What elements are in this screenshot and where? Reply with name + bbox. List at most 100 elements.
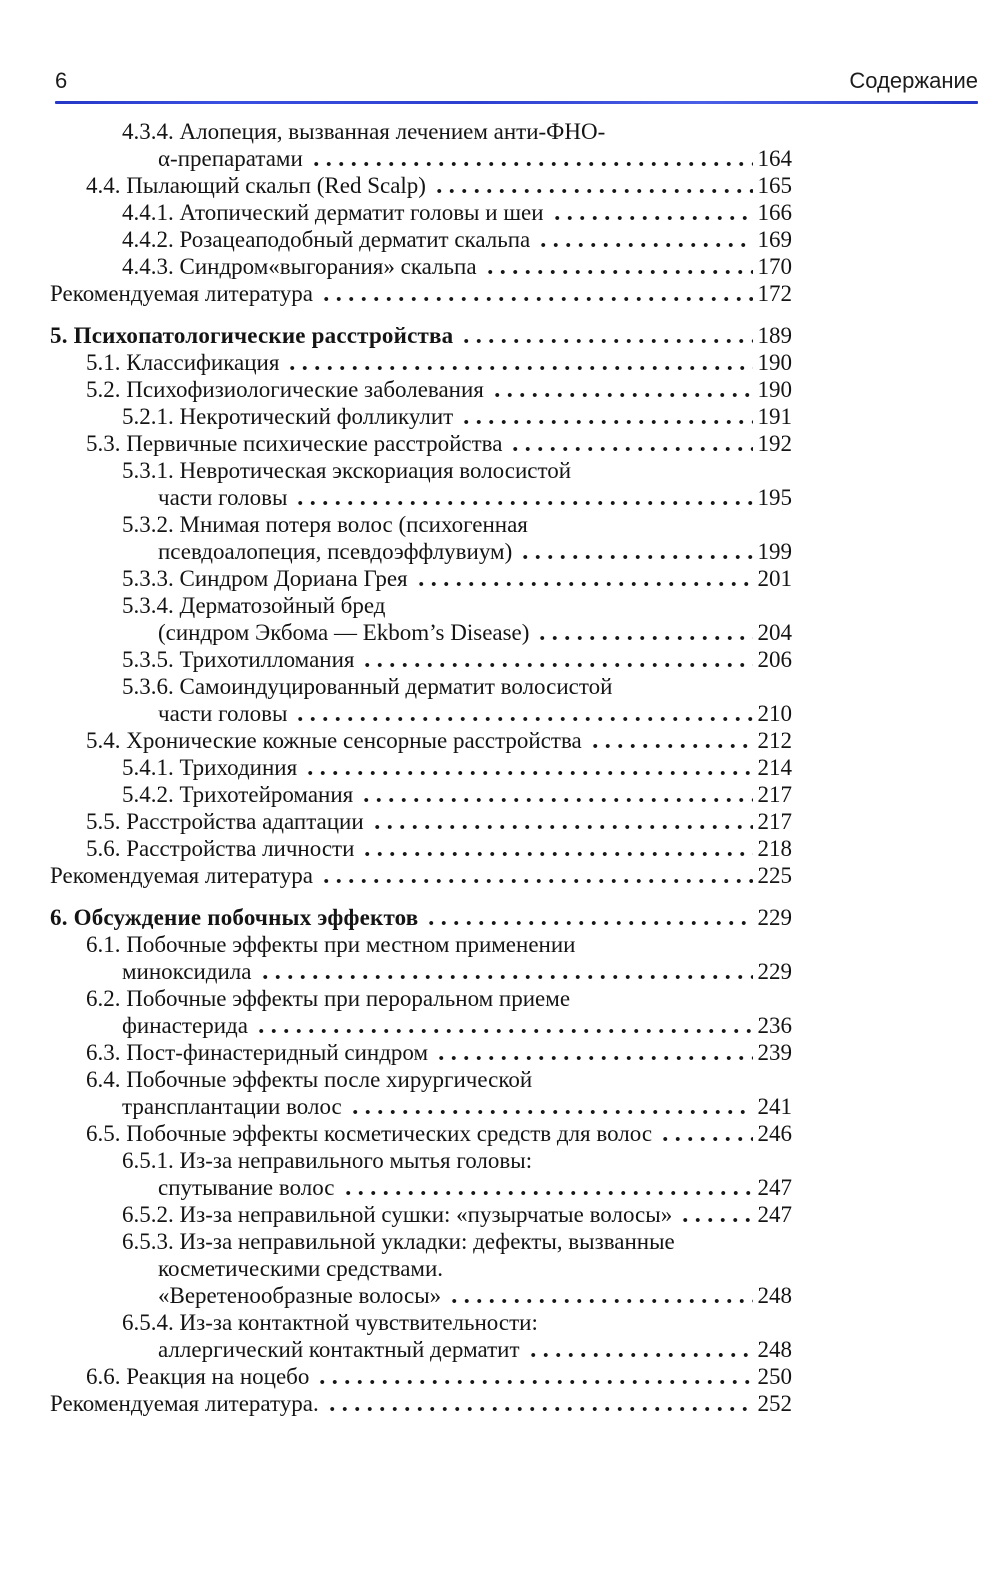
toc-entry-page: 248 [757, 1337, 793, 1362]
toc-entry-label: трансплантации волос [122, 1094, 342, 1119]
toc-entry-label: 5.4. Хронические кожные сенсорные расстр… [86, 728, 582, 753]
toc-entry: финастерида 236 [50, 1012, 792, 1039]
toc-entry-page: 192 [757, 431, 793, 456]
toc-entry-label: спутывание волос [158, 1175, 335, 1200]
toc-entry-label: 5.2. Психофизиологические заболевания [86, 377, 484, 402]
toc-entry: 6.1. Побочные эффекты при местном примен… [50, 931, 792, 958]
dot-leader [509, 447, 753, 451]
toc-entry-label: 5.3.1. Невротическая экскориация волосис… [122, 458, 572, 483]
toc-entry-page: 212 [757, 728, 793, 753]
toc-entry-label: 4.4.3. Синдром«выгорания» скальпа [122, 254, 477, 279]
dot-leader [460, 339, 753, 343]
toc-entry: 6.5.1. Из-за неправильного мытья головы: [50, 1147, 792, 1174]
toc-entry: 5.3.1. Невротическая экскориация волосис… [50, 457, 792, 484]
toc-entry-page: 247 [757, 1175, 793, 1200]
toc-entry-label: 5.5. Расстройства адаптации [86, 809, 364, 834]
toc-entry: 5.1. Классификация 190 [50, 349, 792, 376]
toc-entry-page: 252 [757, 1391, 793, 1416]
toc-entry-label: 5.4.1. Триходиния [122, 755, 298, 780]
toc-entry-label: «Веретенообразные волосы» [158, 1283, 442, 1308]
dot-leader [435, 1056, 753, 1060]
toc-entry: 5.4. Хронические кожные сенсорные расстр… [50, 727, 792, 754]
toc-entry-label: 5.1. Классификация [86, 350, 280, 375]
dot-leader [254, 1029, 753, 1033]
toc-entry-page: 225 [757, 863, 793, 888]
toc-entry-label: Рекомендуемая литература [50, 863, 313, 888]
toc-entry-page: 214 [757, 755, 793, 780]
toc-entry-page: 250 [757, 1364, 793, 1389]
toc-entry-label: 6.6. Реакция на ноцебо [86, 1364, 310, 1389]
toc-entry-label: 6.5.4. Из-за контактной чувствительности… [122, 1310, 538, 1335]
toc-entry-label: 6.5.1. Из-за неправильного мытья головы: [122, 1148, 533, 1173]
toc-entry: Рекомендуемая литература 172 [50, 280, 792, 307]
toc-entry: аллергический контактный дерматит 248 [50, 1336, 792, 1363]
toc-entry: «Веретенообразные волосы» 248 [50, 1282, 792, 1309]
toc-entry: (синдром Экбома — Ekbom’s Disease) 204 [50, 619, 792, 646]
toc-entry: 4.4. Пылающий скальп (Red Scalp) 165 [50, 172, 792, 199]
dot-leader [348, 1110, 753, 1114]
toc-entry: косметическими средствами. [50, 1255, 792, 1282]
dot-leader [304, 771, 753, 775]
toc-entry: Рекомендуемая литература 225 [50, 862, 792, 889]
toc-entry-page: 217 [757, 782, 793, 807]
toc-entry-label: 5.3.4. Дерматозойный бред [122, 593, 386, 618]
toc-entry-label: α-препаратами [158, 146, 303, 171]
toc-entry-label: части головы [158, 485, 288, 510]
toc-entry: спутывание волос 247 [50, 1174, 792, 1201]
dot-leader [361, 663, 753, 667]
toc-entry-label: 5.3.2. Мнимая потеря волос (психогенная [122, 512, 528, 537]
toc-entry-label: 5.3.3. Синдром Дориана Грея [122, 566, 408, 591]
toc-entry-label: 4.4.2. Розацеаподобный дерматит скальпа [122, 227, 531, 252]
toc-entry-page: 166 [757, 200, 793, 225]
toc-entry-page: 210 [757, 701, 793, 726]
toc-entry-label: (синдром Экбома — Ekbom’s Disease) [158, 620, 530, 645]
toc-entry-label: 6. Обсуждение побочных эффектов [50, 905, 419, 930]
toc-entry-page: 218 [757, 836, 793, 861]
toc-entry: 6.4. Побочные эффекты после хирургическо… [50, 1066, 792, 1093]
toc-entry-label: 5.3.5. Трихотилломания [122, 647, 355, 672]
dot-leader [425, 921, 753, 925]
toc-entry-page: 241 [757, 1094, 793, 1119]
toc-entry-page: 201 [757, 566, 793, 591]
toc-entry: 5.4.1. Триходиния 214 [50, 754, 792, 781]
toc-entry-label: 5.6. Расстройства личности [86, 836, 355, 861]
dot-leader [414, 582, 753, 586]
toc-entry: 6.2. Побочные эффекты при пероральном пр… [50, 985, 792, 1012]
toc-entry: части головы 195 [50, 484, 792, 511]
toc-entry: 5.5. Расстройства адаптации 217 [50, 808, 792, 835]
toc-entry-label: финастерида [122, 1013, 248, 1038]
toc-entry-label: 5.2.1. Некротический фолликулит [122, 404, 454, 429]
dot-leader [448, 1299, 753, 1303]
header-title: Содержание [849, 68, 978, 93]
toc-entry: 5.3.2. Мнимая потеря волос (психогенная [50, 511, 792, 538]
toc-entry: 5.3.6. Самоиндуцированный дерматит волос… [50, 673, 792, 700]
toc-entry-page: 248 [757, 1283, 793, 1308]
toc-entry-label: 5.4.2. Трихотейромания [122, 782, 354, 807]
toc-entry-page: 229 [757, 905, 793, 930]
toc-entry-label: аллергический контактный дерматит [158, 1337, 520, 1362]
toc-entry: 6.3. Пост-финастеридный синдром 239 [50, 1039, 792, 1066]
toc-entry-label: 5. Психопатологические расстройства [50, 323, 454, 348]
toc-entry-page: 199 [757, 539, 793, 564]
toc-entry: 5.4.2. Трихотейромания 217 [50, 781, 792, 808]
toc-entry: 4.4.3. Синдром«выгорания» скальпа 170 [50, 253, 792, 280]
dot-leader [309, 162, 753, 166]
dot-leader [490, 393, 753, 397]
toc-entry: 6.5.4. Из-за контактной чувствительности… [50, 1309, 792, 1336]
toc-entry: 6.6. Реакция на ноцебо 250 [50, 1363, 792, 1390]
toc-entry-page: 170 [757, 254, 793, 279]
dot-leader [361, 852, 753, 856]
toc-entry: 5.3.5. Трихотилломания 206 [50, 646, 792, 673]
dot-leader [341, 1191, 753, 1195]
dot-leader [370, 825, 753, 829]
toc-entry: 5.3.3. Синдром Дориана Грея 201 [50, 565, 792, 592]
toc-entry: 5.2. Психофизиологические заболевания 190 [50, 376, 792, 403]
toc-entry-page: 190 [757, 377, 793, 402]
toc-entry: 5.2.1. Некротический фолликулит 191 [50, 403, 792, 430]
toc-entry-label: косметическими средствами. [158, 1256, 444, 1281]
dot-leader [519, 555, 753, 559]
dot-leader [286, 366, 753, 370]
toc-entry-page: 204 [757, 620, 793, 645]
toc-entry-label: псевдоалопеция, псевдоэффлувиум) [158, 539, 513, 564]
